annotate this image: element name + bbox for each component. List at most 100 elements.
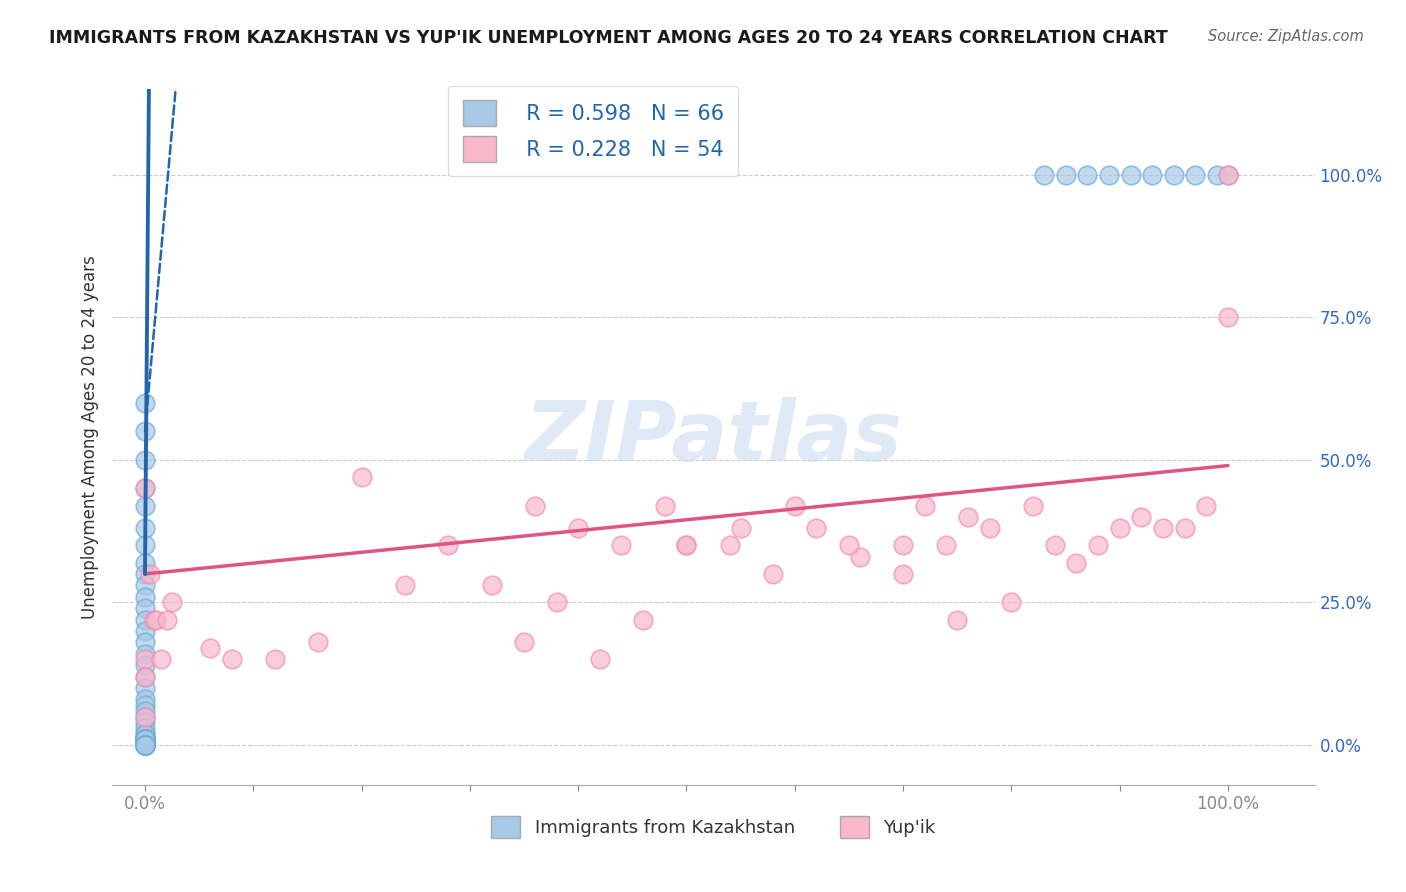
Point	[134, 453, 156, 467]
Point	[1108, 521, 1130, 535]
Point	[134, 590, 156, 604]
Point	[1163, 168, 1185, 182]
Point	[134, 482, 156, 496]
Point	[134, 658, 156, 673]
Point	[350, 470, 373, 484]
Point	[134, 538, 156, 552]
Point	[1195, 499, 1218, 513]
Point	[134, 681, 156, 695]
Point	[134, 738, 156, 752]
Point	[134, 732, 156, 747]
Point	[134, 738, 156, 752]
Point	[134, 732, 156, 747]
Point	[946, 613, 969, 627]
Point	[139, 566, 162, 581]
Point	[134, 732, 156, 747]
Point	[589, 652, 612, 666]
Point	[1184, 168, 1206, 182]
Point	[134, 732, 156, 747]
Point	[134, 732, 156, 747]
Point	[783, 499, 806, 513]
Point	[134, 738, 156, 752]
Point	[198, 641, 221, 656]
Point	[1066, 556, 1088, 570]
Point	[134, 732, 156, 747]
Point	[1152, 521, 1174, 535]
Point	[134, 726, 156, 740]
Point	[848, 549, 870, 564]
Point	[610, 538, 633, 552]
Point	[134, 578, 156, 592]
Point	[134, 738, 156, 752]
Point	[1032, 168, 1054, 182]
Point	[513, 635, 536, 649]
Point	[935, 538, 957, 552]
Point	[838, 538, 860, 552]
Point	[134, 601, 156, 615]
Point	[134, 425, 156, 439]
Point	[1076, 168, 1098, 182]
Point	[134, 652, 156, 666]
Point	[1130, 510, 1153, 524]
Point	[394, 578, 416, 592]
Point	[718, 538, 741, 552]
Point	[631, 613, 654, 627]
Point	[134, 732, 156, 747]
Point	[134, 732, 156, 747]
Point	[1000, 595, 1022, 609]
Point	[546, 595, 568, 609]
Point	[134, 732, 156, 747]
Point	[437, 538, 460, 552]
Point	[134, 726, 156, 740]
Point	[134, 732, 156, 747]
Point	[134, 715, 156, 730]
Point	[675, 538, 697, 552]
Point	[307, 635, 329, 649]
Point	[134, 732, 156, 747]
Point	[134, 732, 156, 747]
Point	[523, 499, 546, 513]
Point	[134, 613, 156, 627]
Point	[1216, 310, 1239, 325]
Point	[134, 499, 156, 513]
Text: ZIPatlas: ZIPatlas	[524, 397, 903, 477]
Point	[762, 566, 785, 581]
Point	[142, 613, 165, 627]
Point	[730, 521, 752, 535]
Point	[221, 652, 243, 666]
Point	[134, 704, 156, 718]
Point	[957, 510, 980, 524]
Point	[134, 738, 156, 752]
Point	[134, 709, 156, 723]
Point	[1174, 521, 1197, 535]
Point	[134, 738, 156, 752]
Point	[134, 721, 156, 735]
Point	[134, 732, 156, 747]
Point	[134, 732, 156, 747]
Point	[134, 738, 156, 752]
Point	[134, 738, 156, 752]
Point	[134, 698, 156, 712]
Point	[1206, 168, 1229, 182]
Text: IMMIGRANTS FROM KAZAKHSTAN VS YUP'IK UNEMPLOYMENT AMONG AGES 20 TO 24 YEARS CORR: IMMIGRANTS FROM KAZAKHSTAN VS YUP'IK UNE…	[49, 29, 1168, 46]
Point	[1087, 538, 1109, 552]
Point	[1022, 499, 1045, 513]
Point	[914, 499, 936, 513]
Point	[134, 732, 156, 747]
Point	[891, 538, 914, 552]
Point	[134, 635, 156, 649]
Point	[1043, 538, 1066, 552]
Point	[1140, 168, 1163, 182]
Point	[134, 396, 156, 410]
Point	[1216, 168, 1239, 182]
Point	[156, 613, 179, 627]
Point	[1119, 168, 1142, 182]
Point	[567, 521, 589, 535]
Point	[145, 613, 167, 627]
Point	[134, 624, 156, 638]
Point	[134, 670, 156, 684]
Point	[134, 692, 156, 706]
Point	[134, 732, 156, 747]
Point	[134, 556, 156, 570]
Point	[654, 499, 676, 513]
